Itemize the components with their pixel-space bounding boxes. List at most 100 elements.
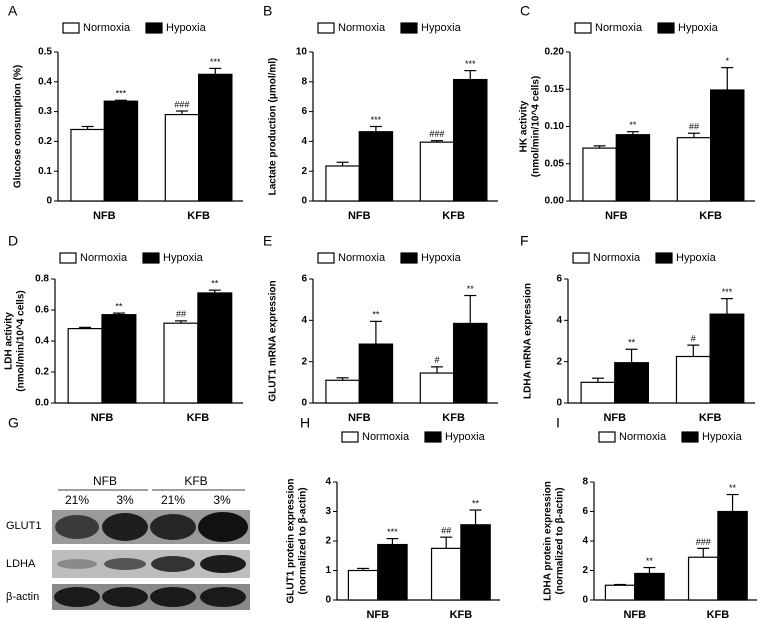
bar (676, 137, 712, 202)
band (102, 587, 148, 607)
panel-letter: A (8, 3, 18, 19)
annotation: *** (210, 57, 221, 67)
y-tick-label: 10 (296, 47, 308, 58)
y-tick-label: 0.2 (35, 367, 49, 378)
annotation: ** (115, 301, 123, 311)
western-blot: G NFB KFB 21% 3% 21% 3% GLUT1 LDHA β-act… (6, 415, 250, 610)
annotation: ** (628, 338, 636, 348)
band (151, 556, 195, 572)
legend-swatch (341, 431, 359, 443)
y-tick-label: 2 (301, 166, 307, 177)
y-tick-label: 0.6 (35, 305, 49, 316)
legend-swatch (142, 252, 160, 264)
bar (709, 313, 745, 404)
bar (453, 78, 488, 202)
legend-label: Hypoxia (163, 252, 204, 264)
legend-swatch (598, 431, 616, 443)
annotation: ** (729, 483, 737, 493)
y-axis-label: (nmol/min/10^4 cells) (16, 290, 27, 391)
bar (164, 113, 200, 202)
annotation: ### (174, 99, 189, 109)
bar (197, 292, 233, 404)
band (54, 587, 100, 607)
annotation: *** (722, 287, 733, 297)
legend-swatch (681, 431, 699, 443)
bar (582, 147, 617, 202)
y-tick-label: 0.4 (38, 76, 52, 87)
bar (453, 322, 488, 404)
panel-letter: F (520, 233, 529, 249)
blot-group: KFB (184, 474, 207, 488)
panel-letter: E (263, 233, 272, 249)
x-tick-label: KFB (707, 609, 730, 619)
bar (717, 510, 748, 601)
y-tick-label: 0.00 (545, 196, 565, 207)
y-tick-label: 8 (301, 76, 307, 87)
legend-label: Normoxia (338, 252, 386, 264)
x-tick-label: KFB (450, 609, 473, 619)
x-tick-label: NFB (366, 609, 389, 619)
legend-label: Normoxia (595, 22, 643, 34)
panel-letter: G (8, 415, 19, 431)
blot-lane: 21% (65, 493, 89, 507)
y-axis-label: LDH activity (4, 312, 15, 370)
bar (325, 379, 360, 404)
legend-swatch (574, 22, 592, 34)
legend-swatch (59, 252, 77, 264)
y-tick-label: 1 (325, 565, 331, 576)
annotation: ** (372, 310, 380, 320)
bar (70, 128, 105, 202)
legend-swatch (317, 252, 335, 264)
annotation: ** (211, 279, 219, 289)
panel: B Normoxia Hypoxia 0 2 4 6 8 10 Lactate productio… (263, 3, 498, 222)
bar (377, 543, 408, 601)
bar (358, 343, 394, 404)
annotation: *** (465, 59, 476, 69)
y-tick-label: 6 (301, 274, 307, 285)
x-tick-label: NFB (605, 210, 628, 222)
panel: I Normoxia Hypoxia 0 2 4 6 8 LDHA protein expres… (543, 415, 757, 619)
bar (358, 131, 394, 202)
legend-label: Hypoxia (702, 431, 743, 443)
legend-label: Normoxia (362, 431, 410, 443)
y-tick-label: 6 (582, 506, 588, 517)
bar (347, 569, 379, 601)
y-axis-label: Glucose consumption (%) (13, 65, 24, 188)
bar (687, 556, 719, 601)
legend-swatch (655, 252, 673, 264)
y-tick-label: 0 (325, 595, 331, 606)
annotation: # (434, 355, 439, 365)
annotation: * (725, 56, 729, 66)
panel-letter: H (300, 415, 310, 431)
annotation: ** (472, 498, 480, 508)
legend-swatch (145, 22, 163, 34)
blot-row: LDHA (6, 558, 36, 570)
y-tick-label: 4 (582, 536, 588, 547)
legend-label: Hypoxia (678, 22, 719, 34)
panel: D Normoxia Hypoxia 0.0 0.2 0.4 0.6 0.8 LDH activ… (4, 233, 243, 424)
y-tick-label: 0.0 (35, 398, 49, 409)
y-tick-label: 0.3 (38, 106, 52, 117)
y-axis-label: (normalized to β-actin) (555, 487, 566, 594)
band (57, 559, 97, 569)
blot-row: β-actin (6, 591, 39, 603)
band (200, 555, 246, 573)
bar (675, 355, 711, 404)
legend-swatch (657, 22, 675, 34)
legend-label: Hypoxia (421, 252, 462, 264)
band (102, 513, 148, 541)
bar (430, 547, 462, 601)
x-tick-label: NFB (348, 210, 371, 222)
annotation: ## (689, 122, 699, 132)
bar (580, 381, 616, 404)
bar (103, 100, 139, 202)
y-tick-label: 0 (556, 398, 562, 409)
legend-swatch (400, 22, 418, 34)
annotation: *** (371, 115, 382, 125)
x-tick-label: KFB (187, 210, 210, 222)
y-tick-label: 0 (582, 595, 588, 606)
blot-lane: 3% (213, 493, 231, 507)
x-tick-label: KFB (699, 210, 722, 222)
legend-swatch (400, 252, 418, 264)
